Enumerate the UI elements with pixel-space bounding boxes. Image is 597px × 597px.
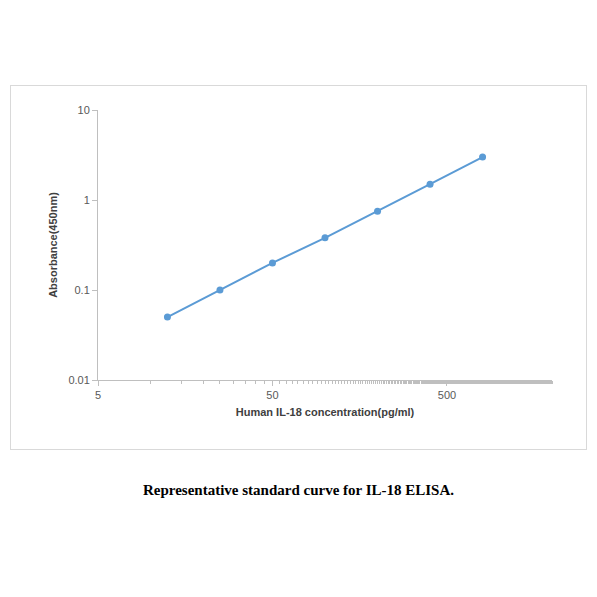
svg-text:1: 1 xyxy=(84,194,90,206)
html-text:Representative standard curve: Representative standard curve for IL-18 … xyxy=(142,482,454,498)
svg-text:500: 500 xyxy=(438,389,456,401)
svg-text:0.1: 0.1 xyxy=(75,284,90,296)
svg-text:5: 5 xyxy=(95,389,101,401)
svg-text:Human IL-18 concentration(pg/m: Human IL-18 concentration(pg/ml) xyxy=(236,406,415,418)
svg-text:0.01: 0.01 xyxy=(68,374,89,386)
svg-text:50: 50 xyxy=(266,389,278,401)
svg-text:Absorbance(450nm): Absorbance(450nm) xyxy=(47,192,59,298)
svg-text:10: 10 xyxy=(78,104,90,116)
